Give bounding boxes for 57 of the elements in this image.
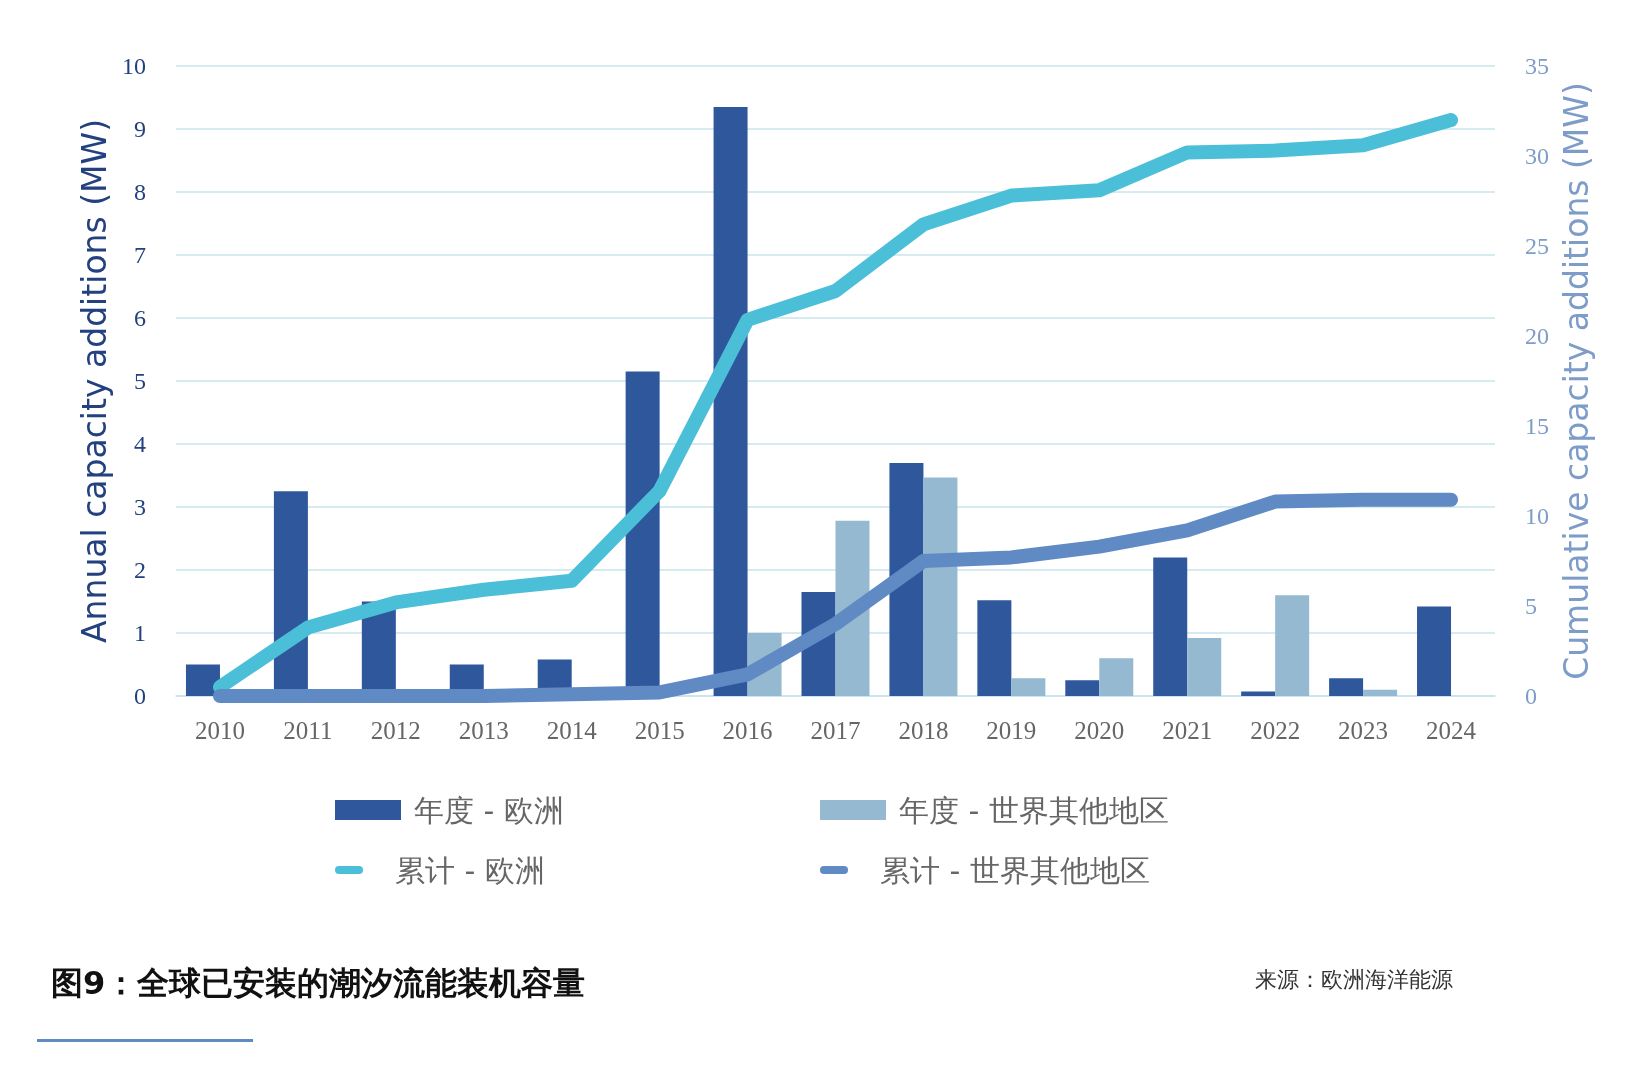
x-tick-label: 2016	[722, 717, 773, 744]
x-tick-label: 2020	[1074, 717, 1125, 744]
bar	[923, 477, 958, 696]
bar	[1275, 595, 1310, 696]
source-note: 来源：欧洲海洋能源	[1255, 966, 1453, 992]
x-tick-label: 2018	[898, 717, 949, 744]
y-axis-title: Annual capacity additions (MW)	[75, 118, 114, 644]
y-tick-label: 10	[122, 53, 146, 79]
x-tick-label: 2019	[986, 717, 1037, 744]
bar	[1363, 689, 1398, 696]
x-tick-label: 2021	[1162, 717, 1213, 744]
bar	[1329, 678, 1364, 696]
legend-label: 累计 - 欧洲	[395, 852, 545, 888]
bar	[835, 520, 870, 696]
legend-label: 年度 - 世界其他地区	[899, 792, 1169, 828]
y-tick-label: 5	[134, 368, 146, 394]
bar	[977, 600, 1012, 696]
bar	[1241, 691, 1276, 696]
y2-tick-label: 0	[1525, 683, 1537, 709]
x-tick-label: 2022	[1250, 717, 1301, 744]
bar	[713, 106, 748, 696]
y-tick-label: 4	[134, 431, 146, 457]
bar	[889, 462, 924, 696]
x-tick-label: 2011	[283, 717, 333, 744]
y-tick-label: 9	[134, 116, 146, 142]
y-tick-label: 1	[134, 620, 146, 646]
bar	[1011, 678, 1046, 696]
bar	[1099, 658, 1134, 696]
y2-tick-label: 20	[1525, 323, 1549, 349]
bar	[1153, 557, 1188, 696]
x-tick-label: 2013	[458, 717, 509, 744]
y-tick-label: 0	[134, 683, 146, 709]
y2-tick-label: 25	[1525, 233, 1549, 259]
y-tick-label: 7	[134, 242, 146, 268]
y-tick-label: 6	[134, 305, 146, 331]
x-tick-label: 2014	[546, 717, 598, 744]
bar	[1065, 680, 1100, 696]
y-tick-label: 8	[134, 179, 146, 205]
x-tick-label: 2015	[634, 717, 685, 744]
text: 图9：全球已安装的潮汐流能装机容量	[51, 964, 586, 1002]
x-tick-label: 2023	[1338, 717, 1389, 744]
y2-tick-label: 10	[1525, 503, 1549, 529]
x-tick-label: 2024	[1426, 717, 1477, 744]
bar	[1187, 638, 1222, 696]
y-tick-label: 2	[134, 557, 146, 583]
x-tick-label: 2012	[370, 717, 421, 744]
legend-label: 累计 - 世界其他地区	[880, 852, 1150, 888]
y2-tick-label: 35	[1525, 53, 1549, 79]
bar	[1417, 606, 1452, 696]
y2-tick-label: 5	[1525, 593, 1537, 619]
y2-tick-label: 15	[1525, 413, 1549, 439]
y2-tick-label: 30	[1525, 143, 1549, 169]
legend-label: 年度 - 欧洲	[414, 792, 564, 828]
y2-axis-title: Cumulative capacity additions (MW)	[1556, 82, 1596, 680]
x-tick-label: 2017	[810, 717, 861, 744]
y-tick-label: 3	[134, 494, 146, 520]
x-tick-label: 2010	[194, 717, 245, 744]
